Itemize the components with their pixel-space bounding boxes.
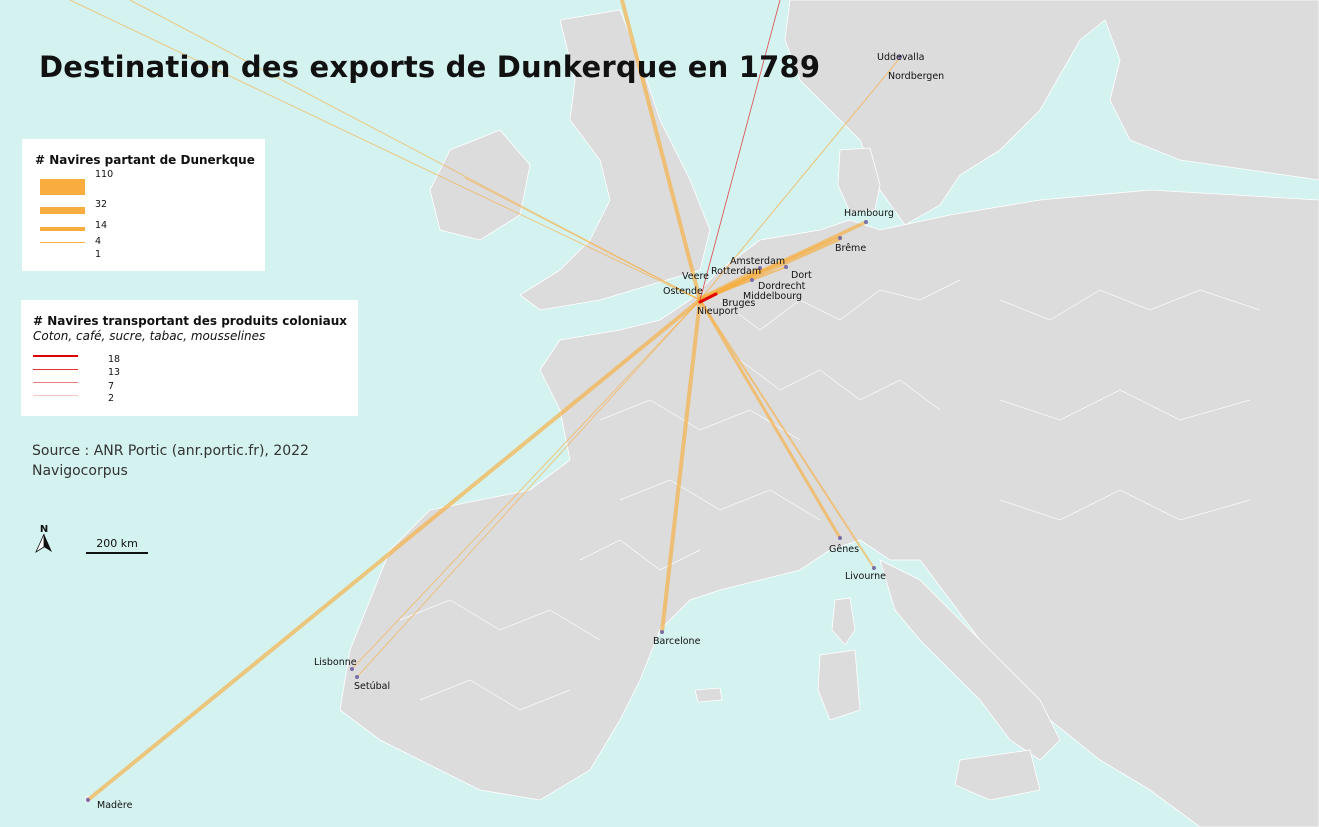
legend-colonial-title: # Navires transportant des produits colo… xyxy=(33,314,348,328)
legend-colonial-value: 2 xyxy=(108,393,115,404)
legend-colonial-subtitle: Coton, café, sucre, tabac, mousselines xyxy=(33,329,266,343)
port-marker-barcelone xyxy=(660,630,664,634)
legend-ships-swatch-110 xyxy=(40,179,85,195)
land-continent xyxy=(339,189,1319,827)
port-label-genes: Gênes xyxy=(829,544,859,555)
legend-colonial-value: 13 xyxy=(108,367,121,378)
port-label-bruges: Bruges xyxy=(722,298,755,309)
source-note: Source : ANR Portic (anr.portic.fr), 202… xyxy=(32,441,309,481)
legend-ships-value: 110 xyxy=(95,169,114,180)
flow-nw-1 xyxy=(69,0,701,301)
land-ireland xyxy=(429,129,531,241)
port-label-madere: Madère xyxy=(97,800,133,811)
flow-livourne xyxy=(699,299,875,569)
land-sicily xyxy=(954,749,1041,801)
flow-amsterdam xyxy=(697,267,763,303)
port-label-barcelone: Barcelone xyxy=(653,636,701,647)
land-corsica xyxy=(831,597,856,646)
legend-ships: # Navires partant de Dunerkque 110 32 14… xyxy=(22,139,265,271)
scale-label: 200 km xyxy=(96,537,138,550)
scale-bar: 200 km xyxy=(86,537,148,554)
port-marker-dordrecht xyxy=(750,278,754,282)
flow-colonial-main xyxy=(698,292,718,304)
source-line: Source : ANR Portic (anr.portic.fr), 202… xyxy=(32,443,309,459)
legend-ships-swatch-4 xyxy=(40,242,85,243)
port-labels: Uddevalla Nordbergen Hambourg Brême Amst… xyxy=(97,52,944,811)
flow-genes xyxy=(698,298,842,540)
north-arrow-icon: N xyxy=(35,524,52,554)
legend-ships-value: 1 xyxy=(95,249,102,260)
flow-colonial-north xyxy=(699,0,781,301)
port-label-ostende: Ostende xyxy=(663,286,703,297)
legend-colonial-value: 18 xyxy=(108,354,121,365)
source-line: Navigocorpus xyxy=(32,463,128,479)
flow-barcelone xyxy=(660,298,702,634)
port-label-rotterdam: Rotterdam xyxy=(711,266,761,277)
port-label-uddevalla: Uddevalla xyxy=(877,52,924,63)
borders xyxy=(399,279,1261,711)
port-label-hambourg: Hambourg xyxy=(844,208,894,219)
port-marker-hambourg xyxy=(864,220,868,224)
port-marker-lisbonne xyxy=(350,667,354,671)
north-label: N xyxy=(40,524,48,535)
legend-ships-swatch-32 xyxy=(40,207,85,214)
land-scandinavia xyxy=(784,0,1319,226)
port-label-veere: Veere xyxy=(682,271,709,282)
legend-colonial-swatch-7 xyxy=(33,382,78,383)
flow-ireland xyxy=(464,177,701,301)
port-markers xyxy=(86,55,902,802)
port-label-nordbergen: Nordbergen xyxy=(888,71,944,82)
flow-setubal xyxy=(356,299,701,678)
legend-ships-swatch-14 xyxy=(40,227,85,231)
scale-line xyxy=(86,552,148,554)
legend-colonial-swatch-18 xyxy=(33,355,78,357)
port-label-amsterdam: Amsterdam xyxy=(730,256,785,267)
flow-north-uk xyxy=(620,0,702,302)
port-marker-setubal xyxy=(355,675,359,679)
flow-lisbonne xyxy=(351,299,701,670)
land-balearic xyxy=(694,687,723,703)
land-denmark xyxy=(837,147,881,213)
port-label-middelbourg: Middelbourg xyxy=(743,291,802,302)
legend-colonial: # Navires transportant des produits colo… xyxy=(21,300,358,416)
port-label-dort: Dort xyxy=(791,270,812,281)
legend-ships-title: # Navires partant de Dunerkque xyxy=(35,153,255,167)
map-title: Destination des exports de Dunkerque en … xyxy=(39,50,821,84)
legend-ships-value: 32 xyxy=(95,199,108,210)
port-label-nieuport: Nieuport xyxy=(697,306,738,317)
flow-nordbergen xyxy=(699,57,901,301)
flow-madere xyxy=(86,298,702,802)
port-label-lisbonne: Lisbonne xyxy=(314,657,357,668)
port-marker-genes xyxy=(838,536,842,540)
port-label-livourne: Livourne xyxy=(845,571,886,582)
land-britain xyxy=(519,9,711,311)
land-italy xyxy=(879,559,1061,761)
legend-colonial-value: 7 xyxy=(108,381,115,392)
landmass xyxy=(84,0,1319,827)
port-marker-breme xyxy=(838,236,842,240)
port-marker-livourne xyxy=(872,566,876,570)
land-sardinia xyxy=(817,649,861,721)
port-marker-dort xyxy=(784,265,788,269)
legend-ships-value: 14 xyxy=(95,220,108,231)
port-marker-amsterdam xyxy=(758,266,762,270)
port-marker-uddevalla xyxy=(898,55,902,59)
flow-nw-2 xyxy=(129,0,701,301)
port-marker-madere xyxy=(86,798,90,802)
legend-colonial-swatch-2 xyxy=(33,395,78,396)
legend-colonial-swatch-13 xyxy=(33,369,78,370)
port-label-setubal: Setúbal xyxy=(354,681,390,692)
flows xyxy=(69,0,901,802)
port-label-breme: Brême xyxy=(835,243,866,254)
legend-ships-value: 4 xyxy=(95,236,102,247)
port-label-dordrecht: Dordrecht xyxy=(758,281,806,292)
